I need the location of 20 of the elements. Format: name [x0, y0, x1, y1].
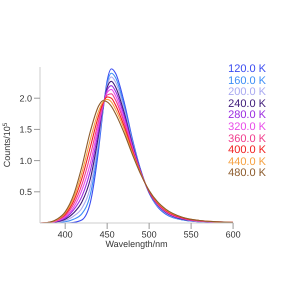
text: 280.0 K [228, 109, 266, 122]
text: 440.0 K [228, 156, 266, 168]
text: 320.0 K [228, 120, 266, 134]
text: 400.0 K [228, 144, 266, 157]
x-tick-label: 500 [142, 229, 157, 240]
x-tick-label: 550 [184, 229, 199, 240]
x-axis-title: Wavelength/nm [105, 239, 168, 249]
y-tick-label: 1.0 [19, 156, 32, 166]
x-tick-label: 400 [58, 229, 73, 240]
text: 120.0 K [228, 63, 266, 76]
y-tick-label: 0.5 [19, 186, 32, 197]
x-tick-label: 600 [226, 229, 241, 240]
x-tick-label: 450 [100, 229, 115, 240]
text: 240.0 K [228, 98, 266, 110]
text: 160.0 K [228, 74, 266, 87]
y-tick-label: 2.0 [19, 93, 32, 104]
text: 480.0 K [228, 167, 266, 180]
text: 360.0 K [228, 132, 266, 145]
y-tick-label: 1.5 [19, 124, 32, 135]
text: 200.0 K [228, 86, 266, 99]
